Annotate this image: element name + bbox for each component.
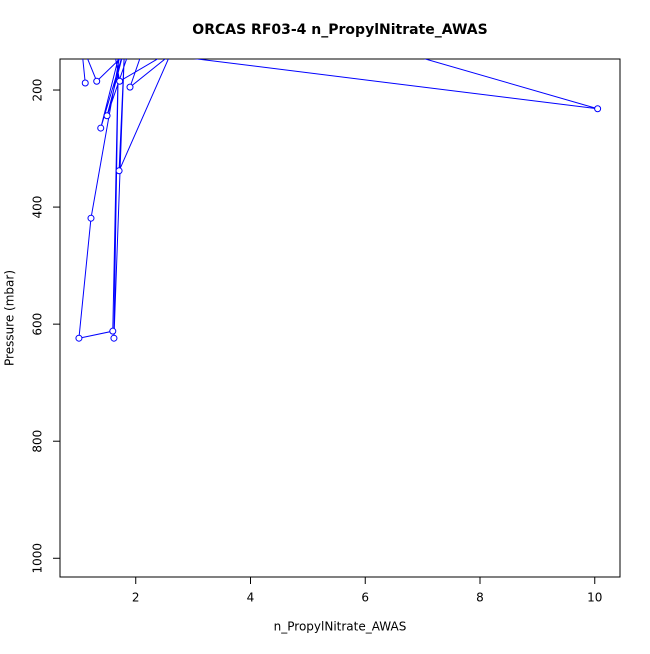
data-point [121,46,127,52]
data-point [408,52,414,58]
y-tick-label: 600 [31,313,45,336]
data-line [78,59,598,339]
data-point [115,167,123,175]
data-point [78,40,84,46]
data-point [103,112,111,120]
y-tick-label: 1000 [31,543,45,574]
data-point [126,83,134,91]
data-point [110,334,118,342]
plot-area [75,34,602,342]
x-tick-label: 8 [476,591,484,605]
plot-frame [59,58,621,578]
data-point [161,52,167,58]
data-point [116,77,124,85]
x-axis-label: n_PropylNitrate_AWAS [274,620,407,634]
data-point [109,327,117,335]
x-tick-label: 4 [247,591,255,605]
y-axis-label: Pressure (mbar) [3,270,17,366]
data-point [110,40,116,46]
data-point [167,52,173,58]
data-point [87,214,95,222]
data-point [93,77,101,85]
data-point [121,52,127,58]
data-point [144,34,150,40]
y-tick-label: 800 [31,430,45,453]
data-point [97,124,105,132]
data-point [118,43,124,49]
data-point [116,46,122,52]
y-tick-label: 400 [31,196,45,219]
data-point [81,79,89,87]
data-point [127,46,133,52]
data-point [594,105,602,113]
y-tick-label: 200 [31,79,45,102]
x-tick-label: 2 [132,591,140,605]
chart-title: ORCAS RF03-4 n_PropylNitrate_AWAS [192,22,487,38]
x-tick-label: 10 [587,591,602,605]
x-tick-label: 6 [361,591,369,605]
data-point [75,334,83,342]
